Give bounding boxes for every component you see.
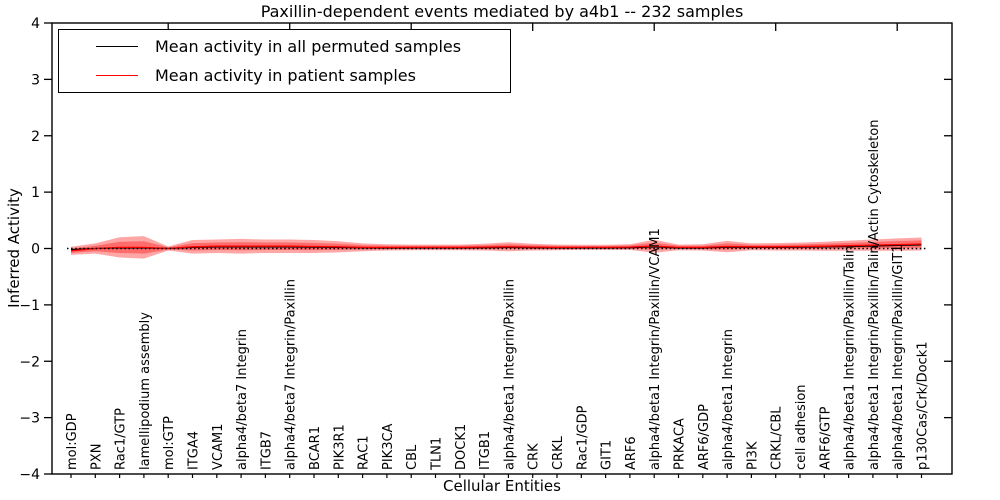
x-tick-label: alpha4/beta1 Integrin/Paxillin/Talin <box>843 245 858 470</box>
x-tick-label: alpha4/beta1 Integrin <box>721 329 736 470</box>
x-tick-label: cell adhesion <box>794 384 809 470</box>
x-tick-label: alpha4/beta1 Integrin/Paxillin/VCAM1 <box>648 228 663 470</box>
x-tick-label: CBL <box>405 444 420 470</box>
x-tick-label: RAC1 <box>357 435 372 470</box>
y-axis-label: Inferred Activity <box>5 188 23 308</box>
y-tick-label: −4 <box>19 467 40 483</box>
x-tick-label: Rac1/GDP <box>575 405 590 470</box>
x-tick-label: mol:GTP <box>162 416 177 470</box>
patient-mean-line <box>70 243 922 252</box>
y-tick-label: 2 <box>31 129 40 145</box>
legend-entry-patient: Mean activity in patient samples <box>96 65 510 87</box>
x-tick-label: ITGB1 <box>478 431 493 470</box>
x-tick-label: ITGA4 <box>187 431 202 470</box>
x-tick-label: PIK3CA <box>381 423 396 470</box>
y-tick-label: −1 <box>19 298 40 314</box>
x-tick-label: PXN <box>89 444 104 470</box>
y-tick-label: 3 <box>31 72 40 88</box>
x-tick-label: GIT1 <box>600 440 615 470</box>
x-axis-label: Cellular Entities <box>443 477 561 495</box>
y-tick-label: −2 <box>19 354 40 370</box>
x-tick-label: DOCK1 <box>454 424 469 470</box>
patient-line-swatch <box>96 75 138 76</box>
x-tick-label: mol:GDP <box>65 413 80 470</box>
x-tick-label: alpha4/beta7 Integrin/Paxillin <box>284 279 299 470</box>
chart-title: Paxillin-dependent events mediated by a4… <box>260 2 744 21</box>
legend-entry-permuted: Mean activity in all permuted samples <box>96 36 510 58</box>
x-tick-label: ARF6/GDP <box>697 404 712 470</box>
legend-label-permuted: Mean activity in all permuted samples <box>155 37 462 56</box>
y-tick-label: 0 <box>31 242 40 258</box>
x-tick-label: alpha4/beta1 Integrin/Paxillin <box>502 279 517 470</box>
x-tick-label: ITGB7 <box>259 431 274 470</box>
legend: Mean activity in all permuted samples Me… <box>58 29 511 93</box>
permuted-line-swatch <box>96 46 138 47</box>
x-tick-label: BCAR1 <box>308 426 323 470</box>
x-tick-label: CRKL <box>551 435 566 470</box>
x-tick-label: ARF6/GTP <box>818 406 833 470</box>
x-tick-label: TLN1 <box>430 437 445 471</box>
x-tick-label: CRKL/CBL <box>770 406 785 470</box>
x-tick-label: lamellipodium assembly <box>138 312 153 470</box>
y-tick-label: 4 <box>31 16 40 32</box>
x-tick-label: Rac1/GTP <box>114 408 129 470</box>
x-tick-label: PIK3R1 <box>332 424 347 470</box>
x-tick-label: VCAM1 <box>211 424 226 470</box>
x-tick-label: alpha4/beta1 Integrin/Paxillin/Talin/Act… <box>867 120 882 470</box>
x-tick-label: PRKACA <box>673 418 688 470</box>
x-tick-label: ARF6 <box>624 436 639 470</box>
y-tick-label: −3 <box>19 411 40 427</box>
y-tick-label: 1 <box>31 185 40 201</box>
legend-label-patient: Mean activity in patient samples <box>155 66 416 85</box>
x-tick-label: p130Cas/Crk/Dock1 <box>916 341 931 470</box>
x-tick-label: PI3K <box>745 441 760 470</box>
x-tick-label: alpha4/beta7 Integrin <box>235 329 250 470</box>
x-tick-label: alpha4/beta1 Integrin/Paxillin/GIT1 <box>891 244 906 470</box>
x-tick-label: CRK <box>527 443 542 470</box>
